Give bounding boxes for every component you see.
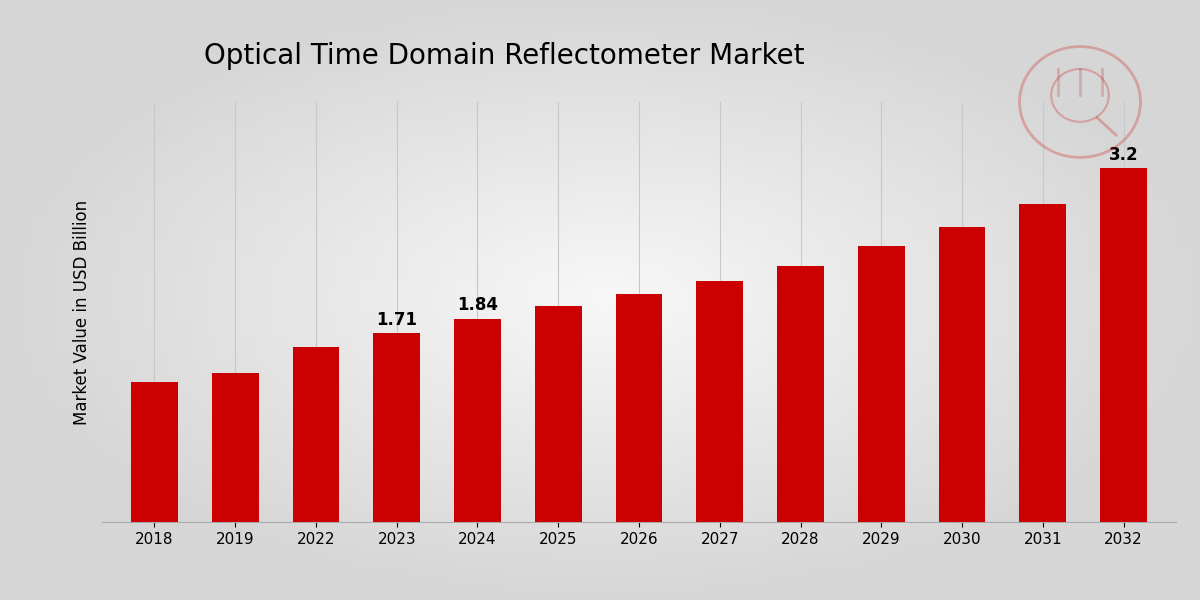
Text: 1.71: 1.71 [377, 311, 418, 329]
Bar [373, 333, 420, 522]
Bar [131, 382, 178, 522]
Bar [696, 281, 743, 522]
Text: 1.84: 1.84 [457, 296, 498, 314]
Bar [938, 227, 985, 522]
Bar [778, 266, 824, 522]
Bar [616, 295, 662, 522]
Text: Optical Time Domain Reflectometer Market: Optical Time Domain Reflectometer Market [204, 42, 804, 70]
Y-axis label: Market Value in USD Billion: Market Value in USD Billion [73, 199, 91, 425]
Bar [293, 347, 340, 522]
Bar [1100, 169, 1147, 522]
Bar [1019, 203, 1066, 522]
Bar [454, 319, 500, 522]
Bar [535, 307, 582, 522]
Bar [212, 373, 259, 522]
Bar [858, 245, 905, 522]
Text: 3.2: 3.2 [1109, 146, 1139, 164]
